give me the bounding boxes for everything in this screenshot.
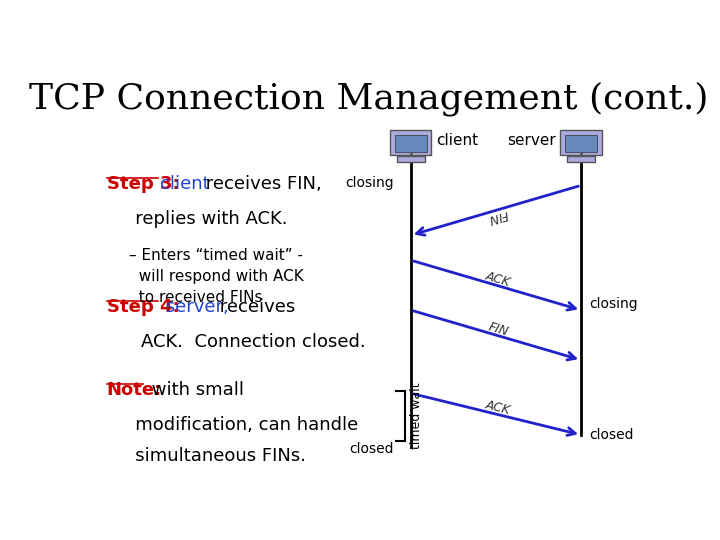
Text: client: client (436, 133, 478, 148)
Text: closed: closed (350, 442, 394, 456)
Text: server: server (507, 133, 556, 148)
Text: – Enters “timed wait” -
  will respond with ACK
  to received FINs: – Enters “timed wait” - will respond wit… (129, 248, 304, 305)
Text: client: client (161, 175, 210, 193)
FancyBboxPatch shape (567, 156, 595, 162)
FancyBboxPatch shape (390, 131, 431, 155)
Text: ACK: ACK (484, 399, 512, 417)
Text: simultaneous FINs.: simultaneous FINs. (118, 447, 306, 465)
Text: TCP Connection Management (cont.): TCP Connection Management (cont.) (30, 82, 708, 116)
Text: closing: closing (590, 297, 638, 311)
Text: Note:: Note: (107, 381, 162, 399)
Text: ACK: ACK (485, 269, 513, 289)
Text: FIN: FIN (487, 207, 510, 225)
Text: FIN: FIN (487, 320, 510, 338)
Text: Step 3:: Step 3: (107, 175, 179, 193)
Text: server,: server, (161, 298, 229, 316)
Text: closed: closed (590, 428, 634, 442)
FancyBboxPatch shape (565, 136, 597, 152)
Text: replies with ACK.: replies with ACK. (118, 210, 287, 228)
FancyBboxPatch shape (560, 131, 602, 155)
Text: ACK.  Connection closed.: ACK. Connection closed. (118, 333, 366, 351)
Text: modification, can handle: modification, can handle (118, 416, 358, 434)
Text: receives: receives (214, 298, 295, 316)
FancyBboxPatch shape (395, 136, 427, 152)
Text: Step 4:: Step 4: (107, 298, 179, 316)
Text: receives FIN,: receives FIN, (200, 175, 323, 193)
Text: closing: closing (346, 176, 394, 190)
Text: timed wait: timed wait (410, 383, 423, 449)
FancyBboxPatch shape (397, 156, 425, 162)
Text: with small: with small (145, 381, 244, 399)
